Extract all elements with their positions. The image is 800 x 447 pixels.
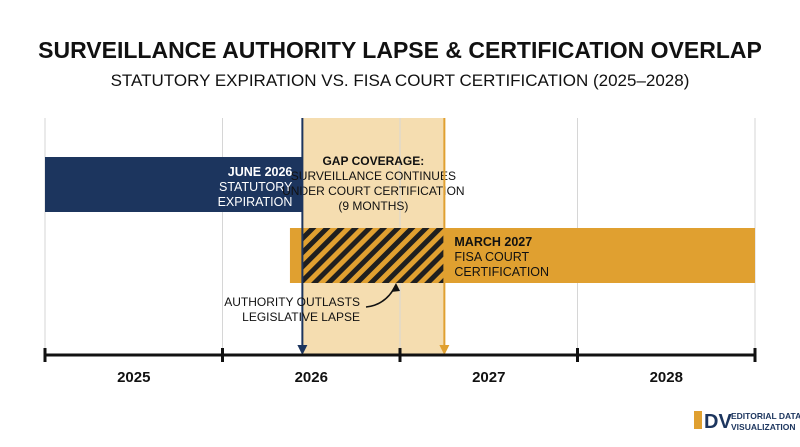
statutory-bar xyxy=(45,157,303,212)
chart-title: SURVEILLANCE AUTHORITY LAPSE & CERTIFICA… xyxy=(38,37,762,63)
statutory-bar-label: EXPIRATION xyxy=(218,195,293,209)
logo-mark-bar xyxy=(694,411,702,429)
annotation-label: AUTHORITY OUTLASTS xyxy=(224,295,360,309)
logo-letters: DV xyxy=(704,411,732,433)
statutory-bar-label: JUNE 2026 xyxy=(228,165,293,179)
x-axis-tick-label: 2028 xyxy=(650,369,683,386)
annotation-label: LEGISLATIVE LAPSE xyxy=(242,310,360,324)
overlap-hatch xyxy=(302,228,445,283)
gap-coverage-label: GAP COVERAGE: xyxy=(322,154,424,168)
gap-coverage-label: SURVEILLANCE CONTINUES xyxy=(291,169,456,183)
gap-coverage-label: UNDER COURT CERTIFICATION xyxy=(282,184,464,198)
x-axis-tick-label: 2025 xyxy=(117,369,150,386)
annotation-arrow-head xyxy=(391,283,400,292)
fisa-certification-marker-arrow xyxy=(439,345,450,355)
fisa-bar-label: FISA COURT xyxy=(454,250,529,264)
x-axis-tick-label: 2026 xyxy=(295,369,328,386)
statutory-expiration-marker-arrow xyxy=(297,345,308,355)
chart-subtitle: STATUTORY EXPIRATION VS. FISA COURT CERT… xyxy=(111,71,690,90)
logo-text: VISUALIZATION xyxy=(731,422,796,432)
statutory-bar-label: STATUTORY xyxy=(219,180,293,194)
gap-coverage-label: (9 MONTHS) xyxy=(338,199,408,213)
fisa-bar-label: MARCH 2027 xyxy=(454,235,532,249)
fisa-bar-label: CERTIFICATION xyxy=(454,265,549,279)
x-axis-tick-label: 2027 xyxy=(472,369,505,386)
logo-text: EDITORIAL DATA xyxy=(731,411,800,421)
